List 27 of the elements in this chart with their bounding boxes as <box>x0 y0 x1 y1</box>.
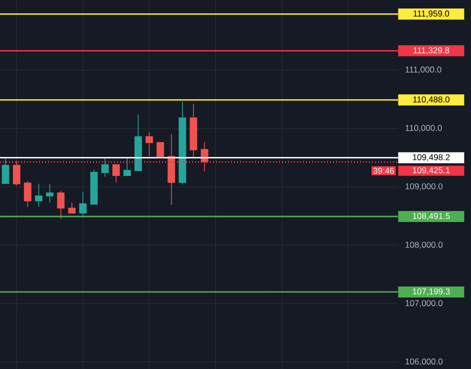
y-tick-label: 111,000.0 <box>406 66 442 74</box>
candlestick <box>112 164 120 183</box>
candlestick <box>101 158 109 177</box>
candlestick <box>79 191 87 218</box>
y-tick-label: 106,000.0 <box>406 358 442 366</box>
y-tick-label: 109,000.0 <box>406 183 442 190</box>
ref-line-label: 109,498.2 <box>412 154 450 162</box>
ref-line-label: 111,329.8 <box>414 47 450 54</box>
candlestick <box>46 183 54 203</box>
ref-line-label: 108,491.5 <box>412 213 450 220</box>
legend-label: 109,425.1 <box>412 167 450 174</box>
candlestick <box>123 158 131 176</box>
candlestick <box>2 158 10 184</box>
candlestick <box>68 202 76 214</box>
y-tick-label: 107,000.0 <box>406 300 442 308</box>
candlestick <box>12 160 20 186</box>
candlestick <box>34 183 42 208</box>
y-tick-label: 110,000.0 <box>406 124 442 132</box>
ref-line-label: 110,488.0 <box>413 96 450 104</box>
ref-line-label: 111,959.0 <box>414 10 450 18</box>
annotation: 39:46 <box>373 168 394 174</box>
candlestick <box>146 132 153 157</box>
ref-line-label: 107,199.3 <box>412 288 450 296</box>
candlestick <box>24 180 32 208</box>
candlestick <box>57 190 65 220</box>
y-tick-label: 108,000.0 <box>406 242 442 249</box>
candlestick <box>156 142 164 158</box>
